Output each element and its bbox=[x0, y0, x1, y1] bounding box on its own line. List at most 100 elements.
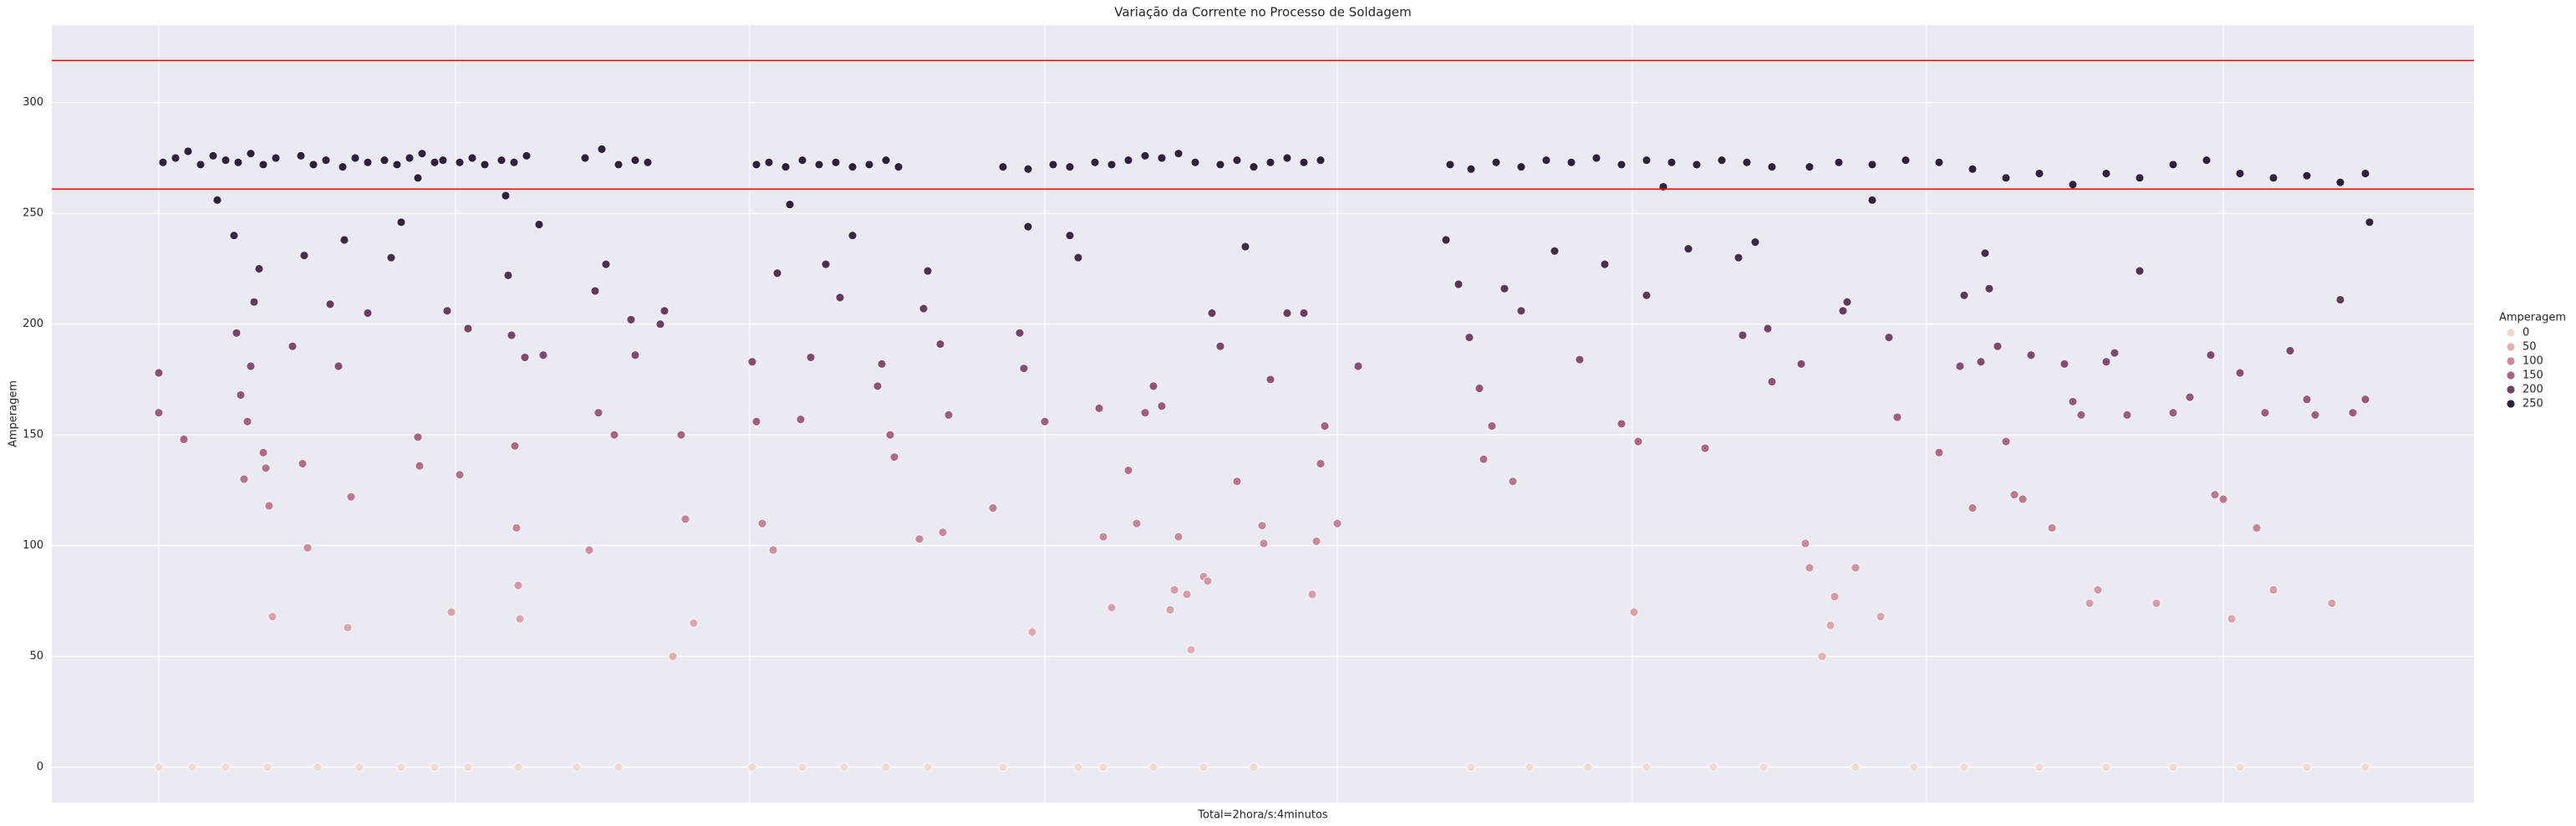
point bbox=[781, 162, 791, 171]
chart-title: Variação da Corrente no Processo de Sold… bbox=[1114, 5, 1411, 20]
point bbox=[1265, 157, 1275, 167]
point bbox=[1591, 153, 1601, 163]
point bbox=[2210, 490, 2220, 500]
point bbox=[2059, 359, 2069, 369]
point bbox=[496, 156, 507, 166]
point bbox=[613, 160, 624, 170]
point bbox=[873, 381, 883, 391]
legend-marker bbox=[2506, 385, 2516, 395]
point bbox=[2151, 599, 2161, 608]
point bbox=[154, 762, 164, 772]
point bbox=[1157, 401, 1167, 411]
point bbox=[1140, 150, 1150, 161]
point bbox=[1464, 333, 1474, 342]
point bbox=[919, 303, 929, 314]
point bbox=[1566, 157, 1576, 167]
legend-marker bbox=[2506, 328, 2516, 338]
point bbox=[1616, 160, 1627, 170]
legend-marker bbox=[2506, 399, 2516, 409]
point bbox=[513, 762, 523, 772]
point bbox=[1692, 160, 1702, 170]
point bbox=[338, 162, 348, 171]
point bbox=[835, 293, 845, 303]
point bbox=[1750, 237, 1760, 247]
point bbox=[626, 314, 636, 324]
point bbox=[503, 271, 513, 280]
point bbox=[1232, 156, 1242, 166]
point bbox=[590, 286, 600, 296]
point bbox=[1884, 333, 1894, 342]
point bbox=[1993, 341, 2003, 351]
point bbox=[386, 252, 396, 263]
point bbox=[764, 157, 774, 167]
point bbox=[1980, 248, 1990, 258]
point bbox=[2076, 410, 2086, 420]
point bbox=[1984, 283, 1994, 293]
point bbox=[2026, 350, 2036, 360]
point bbox=[1800, 538, 1810, 548]
point bbox=[998, 162, 1008, 171]
point bbox=[2268, 173, 2278, 183]
point bbox=[1169, 585, 1179, 595]
point bbox=[1575, 354, 1585, 365]
point bbox=[267, 612, 277, 621]
legend-label: 150 bbox=[2523, 370, 2543, 382]
point bbox=[1717, 156, 1727, 166]
point bbox=[1708, 762, 1718, 772]
point bbox=[1090, 157, 1100, 167]
point bbox=[1491, 157, 1501, 167]
point bbox=[944, 410, 954, 420]
point bbox=[1073, 762, 1083, 772]
legend-label: 50 bbox=[2523, 341, 2537, 354]
point bbox=[480, 160, 490, 170]
point bbox=[2302, 171, 2312, 181]
point bbox=[1123, 466, 1133, 475]
point bbox=[2168, 408, 2178, 418]
point bbox=[288, 341, 298, 351]
point bbox=[1123, 156, 1133, 166]
point bbox=[601, 259, 611, 269]
point bbox=[2335, 295, 2345, 304]
point bbox=[515, 614, 525, 624]
point bbox=[613, 762, 624, 772]
point bbox=[2285, 346, 2295, 355]
point bbox=[923, 266, 933, 276]
point bbox=[1040, 416, 1050, 426]
point bbox=[1487, 421, 1497, 431]
point bbox=[333, 361, 344, 371]
point bbox=[751, 416, 761, 426]
point bbox=[232, 328, 242, 338]
point bbox=[580, 153, 590, 163]
point bbox=[848, 231, 858, 241]
point bbox=[396, 762, 406, 772]
point bbox=[1541, 156, 1551, 166]
point bbox=[1550, 246, 1560, 256]
point bbox=[643, 157, 653, 167]
point bbox=[630, 350, 640, 360]
point bbox=[757, 518, 767, 528]
point bbox=[1867, 195, 1877, 205]
y-tick-label: 300 bbox=[23, 96, 43, 109]
point bbox=[2001, 436, 2011, 446]
point bbox=[1742, 157, 1752, 167]
point bbox=[321, 156, 331, 166]
point bbox=[1642, 290, 1652, 300]
point bbox=[1094, 403, 1104, 413]
point bbox=[1805, 162, 1815, 171]
point bbox=[2235, 368, 2245, 378]
x-axis-label: Total=2hora/s:4minutos bbox=[1197, 809, 1328, 822]
point bbox=[1633, 436, 1643, 446]
point bbox=[520, 353, 530, 362]
point bbox=[1307, 589, 1317, 599]
point bbox=[893, 162, 904, 171]
point bbox=[299, 251, 309, 260]
point bbox=[249, 297, 259, 307]
point bbox=[1825, 620, 1835, 630]
point bbox=[1249, 762, 1259, 772]
point bbox=[1316, 459, 1326, 469]
point bbox=[1107, 160, 1117, 170]
point bbox=[1332, 518, 1342, 528]
point bbox=[343, 623, 353, 633]
point bbox=[2135, 173, 2145, 183]
